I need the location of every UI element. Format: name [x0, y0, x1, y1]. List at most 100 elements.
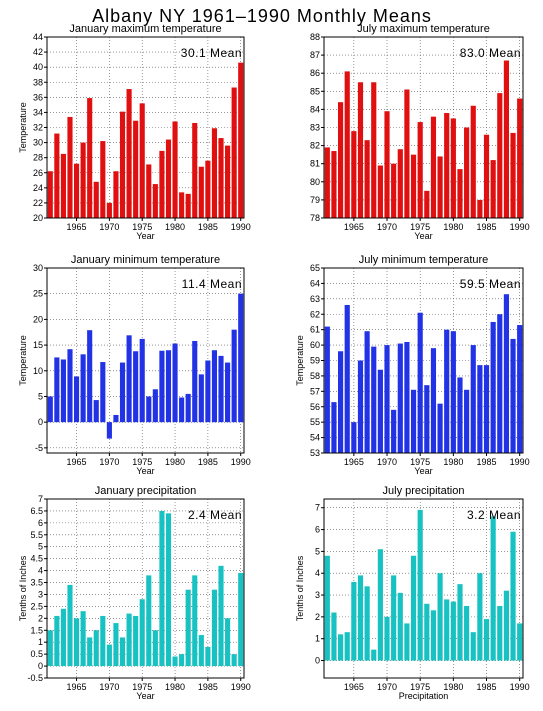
y-tick-label: 42	[33, 47, 43, 57]
y-tick-label: 2.5	[30, 601, 43, 611]
y-tick-label: 6	[315, 525, 320, 535]
chart-title: January maximum temperature	[69, 23, 221, 35]
x-tick-label: 1990	[231, 222, 251, 232]
chart-title: July precipitation	[383, 485, 465, 497]
bar-1974	[410, 154, 417, 218]
bar-1981	[457, 584, 463, 661]
x-tick-label: 1985	[198, 457, 218, 467]
bar-1971	[113, 623, 119, 667]
bar-1965	[73, 618, 80, 667]
bar-1985	[483, 365, 490, 453]
bar-1964	[67, 584, 73, 667]
y-tick-label: 38	[33, 77, 43, 87]
y-axis-label: Tenths of Inches	[295, 555, 305, 621]
x-tick-label: 1975	[132, 222, 152, 232]
bar-1973	[404, 89, 410, 219]
bar-1985	[205, 646, 211, 667]
y-tick-label: 56	[310, 402, 320, 412]
bar-1975	[139, 103, 145, 218]
x-tick-label: 1970	[99, 457, 119, 467]
bar-1982	[464, 127, 470, 218]
chart-title: July minimum temperature	[359, 254, 489, 266]
x-tick-label: 1965	[67, 222, 87, 232]
y-tick-label: 87	[310, 50, 320, 60]
x-tick-label: 1985	[198, 682, 218, 692]
mean-annotation: 59.5 Mean	[460, 277, 521, 291]
chart-title: July maximum temperature	[357, 23, 490, 35]
x-tick-label: 1965	[344, 457, 364, 467]
bar-1961	[47, 396, 53, 423]
bar-1975	[417, 122, 423, 218]
y-tick-label: 80	[310, 177, 320, 187]
y-tick-label: 36	[33, 92, 43, 102]
mean-annotation: 3.2 Mean	[467, 508, 521, 522]
bar-1986	[211, 350, 218, 423]
bar-1974	[410, 555, 417, 661]
bar-1978	[437, 403, 443, 453]
y-tick-label: 86	[310, 68, 320, 78]
x-tick-label: 1965	[67, 682, 87, 692]
chart-july-precipitation: 0 1 2 3 4 5 6 7 1965 1970 1975 1980 1985 1990 July pre…	[295, 485, 530, 701]
y-tick-label: 54	[310, 433, 320, 443]
bar-1979	[444, 329, 450, 453]
bar-1975	[139, 338, 145, 423]
bar-1976	[424, 385, 430, 453]
x-tick-label: 1980	[165, 682, 185, 692]
bar-1973	[126, 89, 132, 218]
bar-1983	[470, 345, 476, 453]
x-tick-label: 1970	[99, 682, 119, 692]
bar-1987	[497, 314, 503, 453]
bar-1971	[113, 171, 119, 218]
bar-1988	[503, 294, 510, 453]
y-tick-label: 25	[33, 289, 43, 299]
bar-1961	[324, 147, 330, 218]
y-tick-label: 85	[310, 86, 320, 96]
y-tick-label: 2	[315, 612, 320, 622]
x-tick-label: 1970	[377, 682, 397, 692]
bar-1967	[364, 331, 370, 453]
y-tick-label: 2	[38, 613, 43, 623]
bar-1966	[80, 354, 86, 423]
y-tick-label: 15	[33, 340, 43, 350]
bar-1967	[364, 140, 370, 218]
bar-1984	[198, 166, 204, 218]
bar-1979	[444, 599, 450, 661]
bar-1988	[225, 362, 231, 423]
bar-1968	[371, 82, 377, 218]
bar-1975	[417, 509, 423, 661]
bar-1969	[377, 165, 383, 218]
bar-1972	[397, 343, 403, 453]
x-axis-label: Year	[136, 691, 154, 701]
y-axis-label: Temperature	[18, 102, 28, 153]
bar-1963	[60, 608, 66, 667]
bar-1963	[337, 351, 344, 453]
mean-annotation: 11.4 Mean	[182, 277, 242, 291]
x-axis-label: Year	[414, 231, 432, 241]
bar-1987	[497, 605, 503, 661]
bar-1979	[165, 513, 172, 667]
chart-title: January precipitation	[95, 485, 197, 497]
bar-1974	[410, 389, 417, 453]
y-tick-label: 59	[310, 356, 320, 366]
bar-1982	[185, 589, 191, 667]
chart-january-maximum-temperature: 20 22 24 26 28 30 32 34 36 38 40 42 44 1965 1970 1975 19…	[18, 23, 251, 241]
bar-1964	[344, 305, 350, 453]
y-tick-label: 0	[38, 661, 43, 671]
y-tick-label: 53	[310, 448, 320, 458]
chart-july-maximum-temperature: 78 79 80 81 82 83 84 85 86 87 88 1965 1970 1975 1980 19…	[310, 23, 530, 241]
x-tick-label: 1970	[377, 457, 397, 467]
bar-1966	[357, 575, 364, 661]
bar-1968	[93, 400, 99, 423]
bar-1989	[510, 531, 516, 661]
x-axis-label: Precipitation	[399, 691, 449, 701]
bar-1990	[517, 325, 523, 453]
y-tick-label: 5.5	[30, 530, 43, 540]
y-tick-label: 10	[33, 366, 43, 376]
y-tick-label: 32	[33, 123, 43, 133]
y-tick-label: 79	[310, 195, 320, 205]
x-tick-label: 1965	[344, 222, 364, 232]
y-tick-label: 61	[310, 325, 320, 335]
bar-1964	[344, 632, 350, 661]
y-axis-label: Tenths of Inches	[18, 555, 28, 621]
y-tick-label: 4	[38, 566, 43, 576]
